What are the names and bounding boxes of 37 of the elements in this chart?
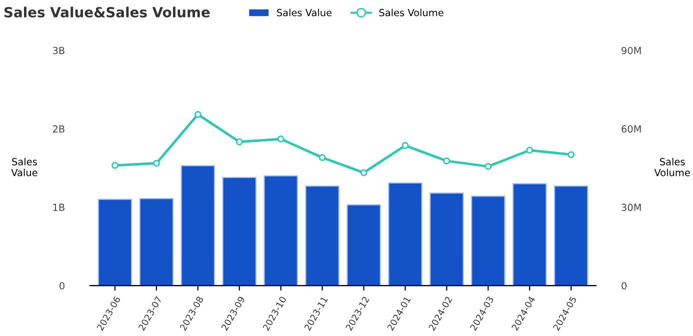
bar xyxy=(222,176,257,286)
point xyxy=(443,157,450,164)
y2-tick-label: 0 xyxy=(622,282,627,290)
bar xyxy=(305,185,340,286)
y2-axis-title: Sales Volume xyxy=(654,158,690,176)
chart-title: Sales Value&Sales Volume xyxy=(4,6,210,18)
bar xyxy=(554,185,588,286)
point xyxy=(568,151,575,158)
point xyxy=(152,160,160,167)
point xyxy=(360,169,368,176)
bar xyxy=(98,198,132,286)
legend-label: Sales Value xyxy=(277,8,332,16)
legend-label: Sales Volume xyxy=(379,8,444,16)
bar xyxy=(346,204,381,286)
point xyxy=(111,162,118,169)
bar xyxy=(388,182,422,286)
y-tick-label: 1B xyxy=(53,204,64,211)
y-tick-label: 2B xyxy=(52,125,64,132)
y2-tick-label: 60M xyxy=(622,125,641,133)
bar xyxy=(512,183,547,286)
y-tick-label: 3B xyxy=(52,46,64,54)
y2-tick-label: 90M xyxy=(622,46,641,54)
point xyxy=(526,146,534,154)
point xyxy=(194,110,202,118)
y-axis-title: Sales Value xyxy=(11,158,38,176)
point xyxy=(402,142,409,149)
bar xyxy=(139,198,174,286)
point xyxy=(484,162,492,170)
point xyxy=(277,136,284,142)
bar xyxy=(264,175,298,286)
bar xyxy=(180,165,216,286)
bar xyxy=(430,192,464,286)
bar xyxy=(471,196,506,286)
y-tick-label: 0 xyxy=(60,282,64,290)
point xyxy=(318,154,326,162)
point xyxy=(236,138,243,146)
y2-tick-label: 30M xyxy=(622,204,641,212)
